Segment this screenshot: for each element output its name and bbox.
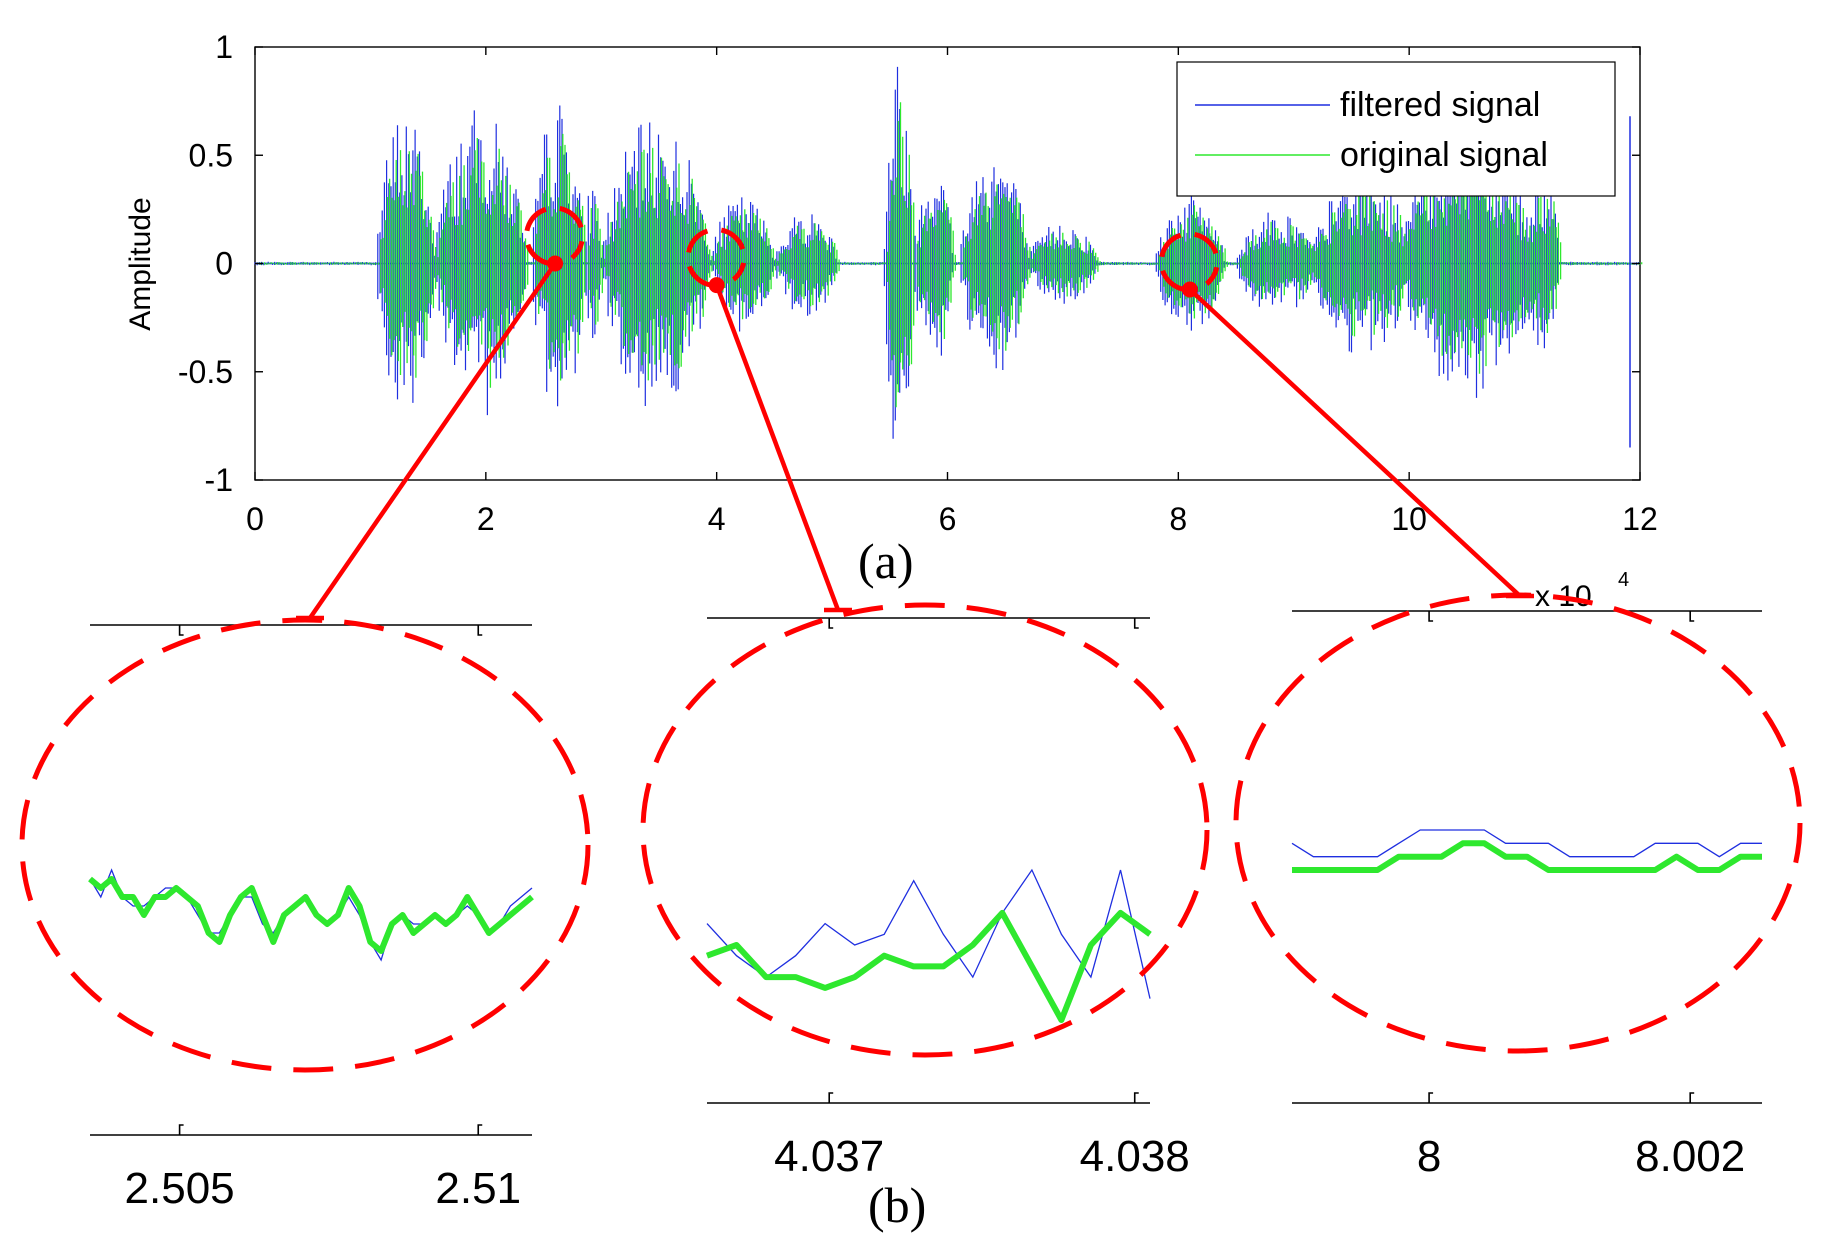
callout-circle xyxy=(685,227,747,288)
inset-tick-top xyxy=(1689,611,1695,622)
inset-zoom-ellipse xyxy=(19,617,591,1073)
x-tick-label: 6 xyxy=(939,501,957,537)
x-tick-label: 12 xyxy=(1622,501,1658,537)
x-tick-label: 0 xyxy=(246,501,264,537)
inset-tick-bottom xyxy=(477,1124,483,1135)
callout-circle xyxy=(524,205,585,266)
inset-tick-top xyxy=(477,625,483,636)
inset-tick-bottom xyxy=(1133,1092,1139,1103)
y-tick-label: 0.5 xyxy=(189,137,233,173)
inset-zoom-ellipse xyxy=(640,602,1210,1058)
legend: filtered signal original signal xyxy=(1176,61,1616,197)
inset-tick-top xyxy=(1428,611,1434,622)
inset-filtered-trace xyxy=(1291,829,1762,858)
inset-tick-bottom xyxy=(178,1124,184,1135)
inset-2: 4.037 4.038 xyxy=(640,602,1210,1181)
panel-b-caption: (b) xyxy=(868,1177,926,1233)
inset-tick-label: 8.002 xyxy=(1635,1132,1745,1181)
y-tick-label: -0.5 xyxy=(178,354,233,390)
inset-tick-top xyxy=(828,618,834,629)
callout-line xyxy=(714,284,841,611)
callout-line xyxy=(308,262,557,620)
callout-dot xyxy=(708,277,725,294)
inset-tick-top xyxy=(178,625,184,636)
inset-filtered-trace xyxy=(89,868,533,962)
callout-circle xyxy=(1158,231,1220,292)
inset-tick-label: 8 xyxy=(1417,1132,1441,1181)
callout-2 xyxy=(685,227,852,613)
inset-3: 8 8.002 xyxy=(1233,592,1803,1181)
callout-line xyxy=(1188,287,1522,598)
panel-b-zoom-insets: 2.505 2.51 4.037 4.038 8 8.002 xyxy=(19,592,1803,1213)
inset-tick-bottom xyxy=(1689,1092,1695,1103)
legend-label-original: original signal xyxy=(1340,136,1548,174)
inset-tick-label: 4.037 xyxy=(774,1132,884,1181)
inset-tick-bottom xyxy=(828,1092,834,1103)
inset-zoom-ellipse xyxy=(1233,592,1803,1054)
x-tick-label: 8 xyxy=(1169,501,1187,537)
inset-filtered-trace xyxy=(706,868,1151,999)
callout-3 xyxy=(1158,231,1534,599)
inset-original-trace xyxy=(705,909,1152,1023)
inset-tick-label: 2.51 xyxy=(435,1164,521,1213)
y-tick-label: 0 xyxy=(215,246,233,282)
inset-tick-top xyxy=(1133,618,1139,629)
panel-a-caption: (a) xyxy=(858,533,914,589)
panel-a-ylabel: Amplitude xyxy=(124,197,157,330)
callout-dot xyxy=(1181,281,1198,298)
callout-1 xyxy=(296,205,585,621)
legend-label-filtered: filtered signal xyxy=(1340,86,1540,124)
y-tick-label: -1 xyxy=(205,462,233,498)
inset-original-trace xyxy=(88,876,534,954)
callout-dot xyxy=(547,255,564,272)
inset-tick-label: 2.505 xyxy=(125,1164,235,1213)
inset-tick-bottom xyxy=(1428,1092,1434,1103)
y-tick-label: 1 xyxy=(215,29,233,65)
panel-a-x-multiplier-exponent: 4 xyxy=(1618,569,1629,591)
inset-1: 2.505 2.51 xyxy=(19,617,591,1213)
zoom-callouts xyxy=(296,205,1534,621)
x-tick-label: 2 xyxy=(477,501,495,537)
inset-original-trace xyxy=(1292,840,1762,873)
legend-box xyxy=(1176,61,1616,197)
inset-tick-label: 4.038 xyxy=(1080,1132,1190,1181)
x-tick-label: 4 xyxy=(708,501,726,537)
